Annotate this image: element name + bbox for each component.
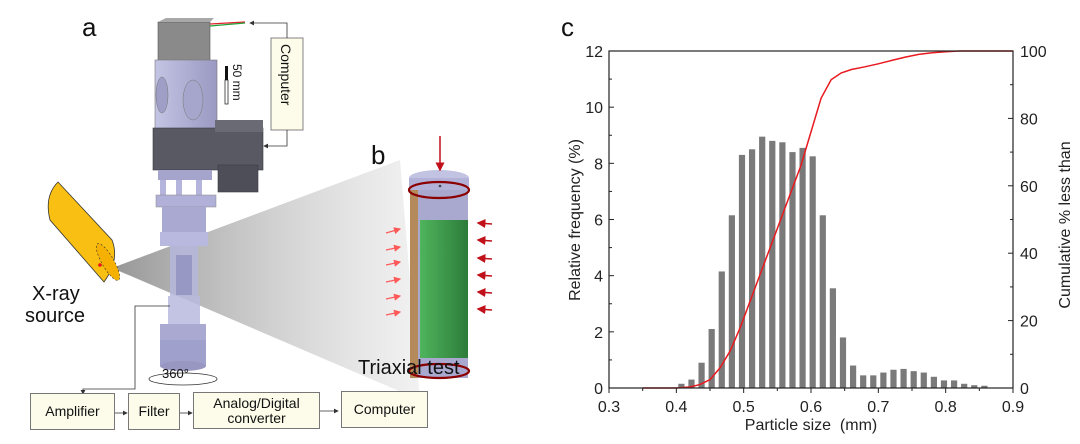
histogram-bar bbox=[769, 140, 776, 388]
histogram-bar bbox=[971, 385, 978, 388]
amplifier-box: Amplifier bbox=[30, 393, 115, 430]
y2-tick-label: 100 bbox=[1020, 44, 1047, 61]
histogram-bar bbox=[829, 288, 836, 388]
y-tick-label: 0 bbox=[594, 381, 603, 398]
adc-box: Analog/Digital converter bbox=[193, 392, 320, 429]
x-tick-label: 0.3 bbox=[598, 399, 620, 416]
computer-top-box bbox=[270, 37, 304, 131]
y-tick-label: 10 bbox=[585, 100, 603, 117]
xray-label-line2: source bbox=[25, 305, 85, 327]
y2-axis-ticks: 0 20 40 60 80 100 bbox=[1008, 44, 1047, 398]
filter-label: Filter bbox=[138, 403, 170, 420]
triaxial-label: Triaxial test bbox=[358, 357, 460, 379]
histogram-bar bbox=[738, 154, 746, 388]
histogram-bars bbox=[678, 136, 988, 388]
rotation-label: 360° bbox=[162, 366, 189, 381]
connector-apparatus-amplifier bbox=[80, 305, 170, 395]
y2-tick-label: 0 bbox=[1020, 381, 1029, 398]
apparatus-icon bbox=[152, 18, 264, 371]
histogram-bar bbox=[708, 329, 715, 388]
histogram-bar bbox=[789, 152, 796, 388]
adc-label-line1: Analog/Digital bbox=[213, 394, 300, 411]
histogram-bar bbox=[910, 371, 917, 388]
xray-source-icon bbox=[47, 181, 121, 283]
y2-tick-label: 20 bbox=[1020, 314, 1038, 331]
xray-label-line1: X-ray bbox=[32, 283, 80, 305]
histogram-bar bbox=[819, 215, 826, 388]
y-tick-label: 12 bbox=[585, 44, 603, 61]
panel-label-c: c bbox=[561, 12, 574, 42]
histogram-bar bbox=[759, 136, 766, 388]
histogram-bar bbox=[728, 215, 735, 388]
x-axis-ticks: 0.3 0.4 0.5 0.6 0.7 0.8 0.9 bbox=[598, 388, 1024, 416]
x-tick-label: 0.8 bbox=[935, 399, 957, 416]
computer-top-label: Computer bbox=[278, 44, 294, 106]
histogram-bar bbox=[950, 380, 958, 388]
particle-size-chart: 0.3 0.4 0.5 0.6 0.7 0.8 0.9 0 2 4 6 8 10 12 0 20 40 60 8… bbox=[567, 44, 1074, 434]
x-tick-label: 0.7 bbox=[867, 399, 889, 416]
y2-tick-label: 40 bbox=[1020, 246, 1038, 263]
rotation-arrow-icon bbox=[148, 372, 218, 386]
x-tick-label: 0.4 bbox=[665, 399, 687, 416]
xray-beam bbox=[112, 160, 420, 400]
histogram-bar bbox=[839, 337, 847, 388]
cumulative-curve bbox=[642, 50, 1013, 389]
histogram-bar bbox=[981, 385, 988, 388]
scale-bar bbox=[224, 66, 229, 105]
histogram-bar bbox=[799, 147, 806, 388]
histogram-bar bbox=[900, 368, 907, 388]
x-tick-label: 0.9 bbox=[1002, 399, 1024, 416]
histogram-bar bbox=[930, 376, 937, 388]
histogram-bar bbox=[890, 369, 897, 388]
histogram-bar bbox=[748, 149, 756, 388]
histogram-bar bbox=[809, 156, 816, 388]
y2-tick-label: 60 bbox=[1020, 179, 1038, 196]
filter-box: Filter bbox=[128, 393, 180, 430]
histogram-bar bbox=[920, 372, 927, 388]
scale-bar-label: 50 mm bbox=[230, 64, 244, 101]
histogram-bar bbox=[718, 271, 725, 388]
histogram-bar bbox=[870, 375, 877, 388]
histogram-bar bbox=[698, 362, 705, 388]
y2-tick-label: 80 bbox=[1020, 111, 1038, 128]
histogram-bar bbox=[688, 379, 695, 388]
x-tick-label: 0.6 bbox=[800, 399, 822, 416]
x-tick-label: 0.5 bbox=[733, 399, 755, 416]
triaxial-specimen-icon bbox=[407, 136, 471, 380]
panel-label-b: b bbox=[371, 140, 386, 170]
histogram-bar bbox=[860, 375, 867, 388]
computer-bottom-label: Computer bbox=[353, 401, 416, 418]
connector-computer-wire bbox=[249, 20, 288, 38]
y-tick-label: 2 bbox=[594, 325, 603, 342]
amplifier-label: Amplifier bbox=[45, 403, 100, 420]
y-tick-label: 4 bbox=[594, 269, 603, 286]
y2-axis-label: Cumulative % less than bbox=[1057, 141, 1074, 308]
histogram-bar bbox=[849, 365, 857, 388]
panel-label-a: a bbox=[82, 12, 97, 42]
y-axis-ticks: 0 2 4 6 8 10 12 bbox=[585, 44, 614, 398]
confining-pressure-arrows bbox=[385, 219, 493, 317]
histogram-bar bbox=[678, 383, 685, 388]
ct-apparatus-diagram: 50 mm Computer 360° X-ray sourc bbox=[25, 18, 493, 416]
adc-label-line2: converter bbox=[227, 409, 286, 426]
histogram-bar bbox=[940, 380, 948, 388]
y-axis-label: Relative frequency (%) bbox=[567, 139, 584, 301]
y-tick-label: 8 bbox=[594, 156, 603, 173]
connector-computer-motor bbox=[263, 130, 288, 149]
histogram-bar bbox=[961, 383, 968, 388]
computer-bottom-box: Computer bbox=[341, 391, 428, 428]
histogram-bar bbox=[880, 372, 887, 388]
y-tick-label: 6 bbox=[594, 213, 603, 230]
histogram-bar bbox=[779, 142, 786, 388]
x-axis-label: Particle size (mm) bbox=[745, 417, 877, 434]
